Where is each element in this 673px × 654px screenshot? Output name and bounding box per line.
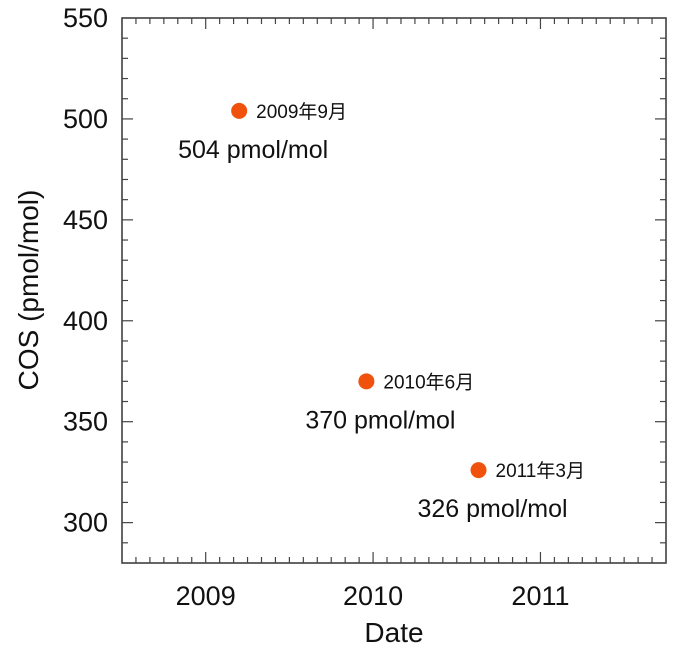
x-tick-label: 2010 — [343, 581, 403, 611]
data-point — [231, 102, 248, 119]
x-axis-title: Date — [364, 617, 423, 648]
y-tick-label: 550 — [63, 3, 108, 33]
x-tick-labels: 2009 2010 2011 — [176, 581, 570, 611]
y-tick-label: 300 — [63, 508, 108, 538]
plot-frame — [121, 17, 667, 564]
data-points: 2009年9月 504 pmol/mol 2010年6月 370 pmol/mol 20… — [178, 101, 585, 523]
date-label: 2011年3月 — [496, 460, 585, 482]
x-tick-label: 2009 — [176, 581, 236, 611]
value-label: 504 pmol/mol — [178, 136, 328, 164]
y-tick-label: 450 — [63, 205, 108, 235]
y-tick-label: 500 — [63, 104, 108, 134]
y-tick-label: 350 — [63, 407, 108, 437]
axis-ticks — [121, 17, 667, 564]
x-tick-label: 2011 — [511, 581, 569, 611]
data-point — [470, 462, 487, 479]
value-label: 326 pmol/mol — [417, 495, 567, 523]
date-label: 2009年9月 — [256, 101, 347, 123]
data-point — [358, 373, 375, 390]
value-label: 370 pmol/mol — [305, 406, 455, 434]
y-tick-label: 400 — [63, 306, 108, 336]
date-label: 2010年6月 — [383, 371, 474, 393]
y-axis-title: COS (pmol/mol) — [13, 190, 44, 391]
y-tick-labels: 300 350 400 450 500 550 — [63, 3, 108, 538]
